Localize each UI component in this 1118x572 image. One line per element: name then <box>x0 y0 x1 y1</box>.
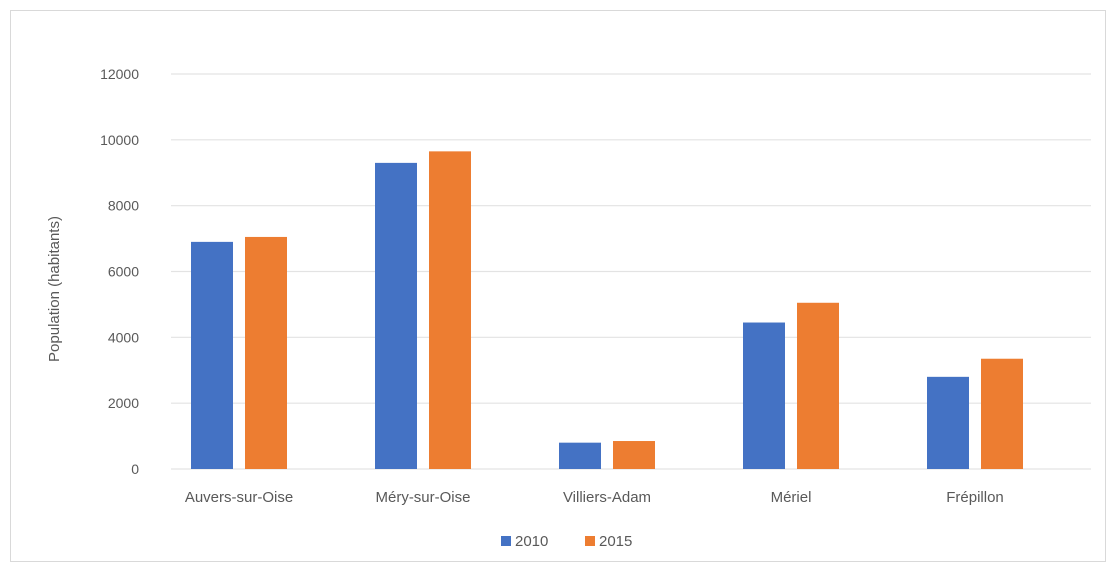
x-tick-label: Méry-sur-Oise <box>375 489 470 506</box>
chart-frame: 0 2000 4000 6000 8000 10000 12000 Auvers-sur-O… <box>10 10 1106 562</box>
bar-2015-5 <box>981 358 1023 469</box>
y-tick-label: 10000 <box>100 132 139 148</box>
bar-2010-5 <box>927 376 969 469</box>
bar-2015-3 <box>613 441 655 469</box>
y-tick-label: 4000 <box>108 329 139 345</box>
x-tick-label: Frépillon <box>946 489 1004 506</box>
bar-2015-1 <box>245 236 287 469</box>
bar-2010-1 <box>191 241 233 469</box>
bar-2010-2 <box>375 162 417 469</box>
legend-label-2015: 2015 <box>599 533 632 550</box>
x-tick-label: Mériel <box>771 489 812 506</box>
legend-swatch-2010 <box>501 536 511 546</box>
x-tick-label: Auvers-sur-Oise <box>185 489 293 506</box>
y-tick-label: 12000 <box>100 66 139 82</box>
y-tick-label: 6000 <box>108 264 139 280</box>
y-tick-label: 2000 <box>108 395 139 411</box>
y-axis-ticks: 0 2000 4000 6000 8000 10000 12000 <box>100 66 139 477</box>
bars <box>191 151 1023 469</box>
bar-2015-2 <box>429 151 471 469</box>
y-tick-label: 8000 <box>108 198 139 214</box>
legend-swatch-2015 <box>585 536 595 546</box>
x-axis-ticks: Auvers-sur-Oise Méry-sur-Oise Villiers-Ada… <box>185 489 1004 506</box>
y-tick-label: 0 <box>131 461 139 477</box>
legend: 2010 2015 <box>501 533 632 550</box>
bar-chart: 0 2000 4000 6000 8000 10000 12000 Auvers-sur-O… <box>46 66 1091 550</box>
bar-2010-3 <box>559 442 601 469</box>
y-axis-label: Population (habitants) <box>46 216 63 362</box>
x-tick-label: Villiers-Adam <box>563 489 651 506</box>
bar-2015-4 <box>797 302 839 469</box>
legend-label-2010: 2010 <box>515 533 548 550</box>
bar-2010-4 <box>743 322 785 469</box>
gridlines <box>171 73 1091 470</box>
